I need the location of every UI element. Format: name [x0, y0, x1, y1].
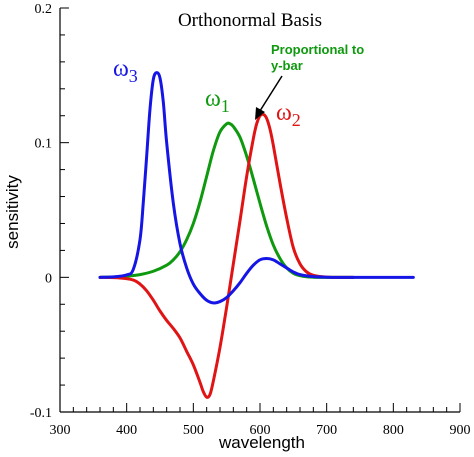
x-tick-label: 600	[250, 423, 271, 438]
y-axis-label: sensitivity	[3, 175, 22, 249]
x-tick-label: 800	[383, 423, 404, 438]
y-axis-tick-labels: -0.1 0 0.1 0.2	[30, 2, 52, 421]
series-label-omega2-sub: 2	[292, 110, 301, 130]
series-label-omega1-base: ω	[205, 86, 221, 112]
series-line-omega3	[98, 71, 415, 305]
series-line-omega2	[98, 112, 355, 399]
annotation-arrow-head	[255, 107, 265, 120]
annotation-line-1: Proportional to	[271, 42, 364, 57]
series-label-omega3: ω3	[113, 56, 138, 86]
series-label-omega3-base: ω	[113, 56, 129, 82]
y-tick-label: 0.1	[35, 137, 53, 152]
x-tick-label: 300	[50, 423, 71, 438]
x-tick-label: 400	[116, 423, 137, 438]
series-labels: ω3 ω1 ω2	[113, 56, 301, 130]
series-label-omega1: ω1	[205, 86, 230, 116]
x-tick-label: 500	[183, 423, 204, 438]
series-label-omega2: ω2	[276, 100, 301, 130]
y-tick-label: 0.2	[35, 2, 53, 17]
x-axis-ticks	[59, 403, 461, 412]
y-tick-label: 0	[45, 271, 52, 286]
series-label-omega3-sub: 3	[129, 66, 138, 86]
annotation-proportional-to-y-bar: Proportional to y-bar	[255, 42, 364, 120]
series-label-omega2-base: ω	[276, 100, 292, 126]
y-tick-label: -0.1	[30, 406, 52, 421]
series-lines	[98, 71, 415, 399]
x-tick-label: 900	[450, 423, 471, 438]
x-axis-label: wavelength	[218, 433, 305, 452]
annotation-arrow-shaft	[257, 75, 283, 115]
chart-title: Orthonormal Basis	[178, 10, 322, 31]
annotation-line-2: y-bar	[271, 58, 303, 73]
x-tick-label: 700	[316, 423, 337, 438]
series-label-omega1-sub: 1	[221, 96, 230, 116]
x-axis-tick-labels: 300 400 500 600 700 800 900	[50, 423, 471, 438]
y-axis-ticks	[60, 7, 69, 413]
